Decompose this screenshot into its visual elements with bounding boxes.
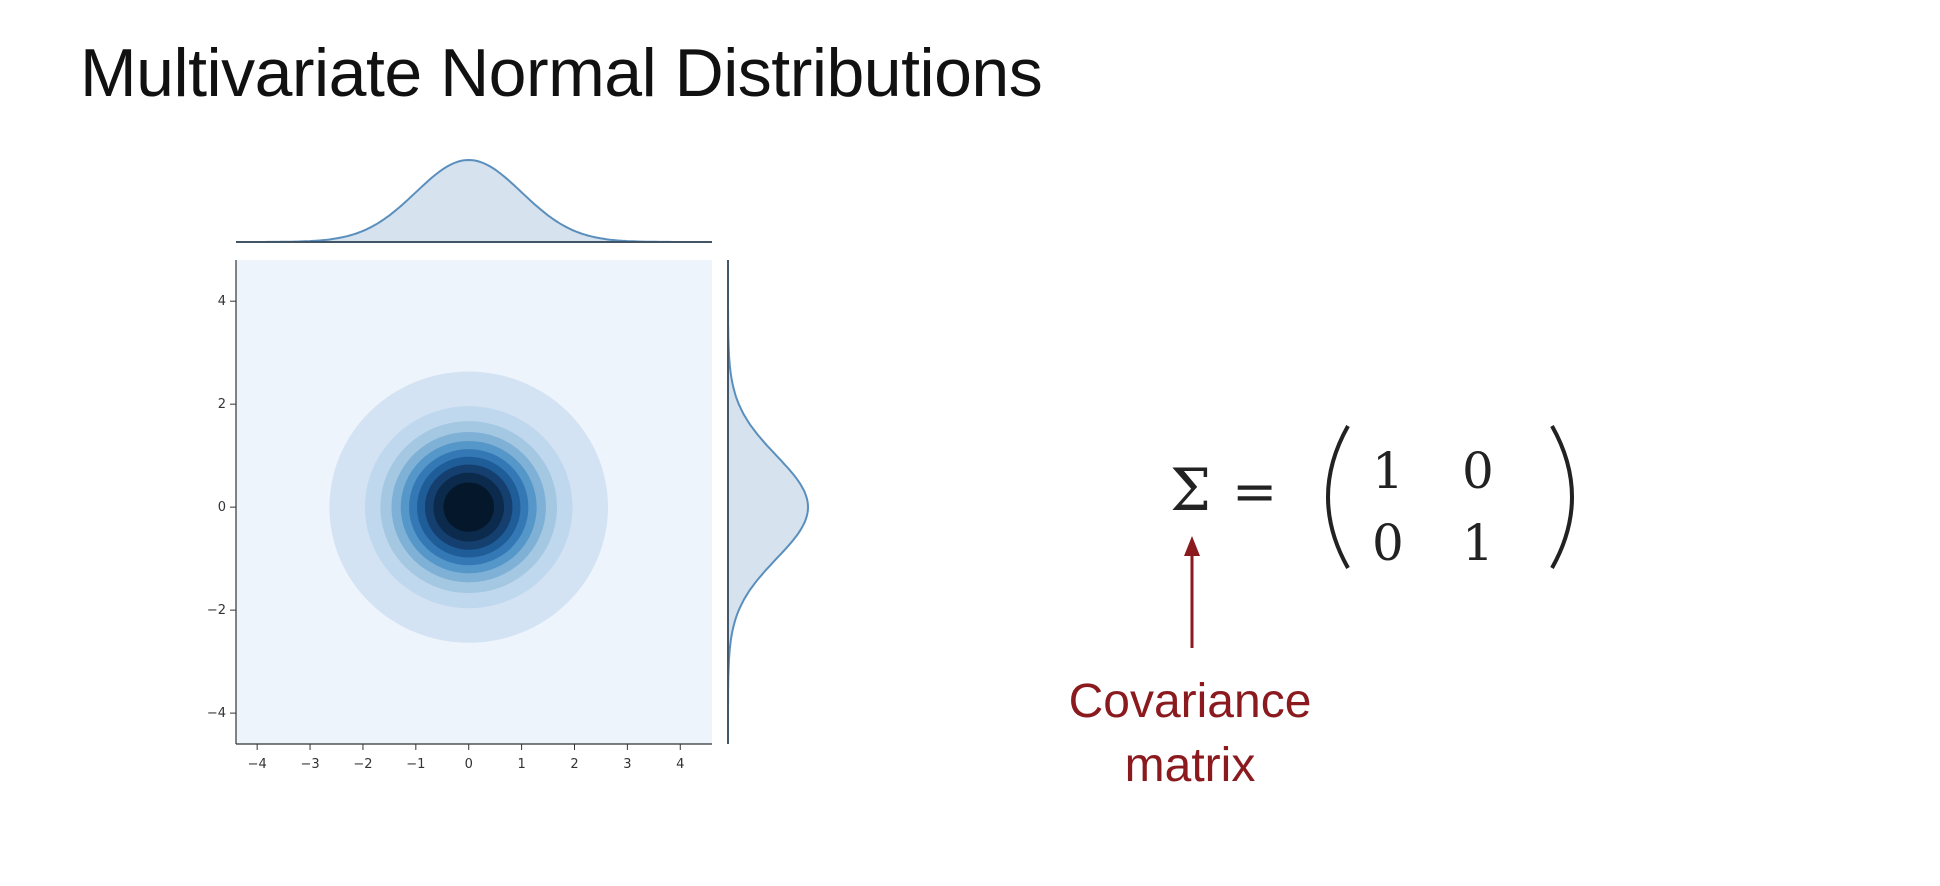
x-tick-label: 2: [570, 757, 578, 772]
x-tick-label: −1: [406, 757, 425, 772]
covariance-annotation: Covariance matrix: [1040, 670, 1340, 798]
contour-level-10: [443, 482, 494, 532]
joint-plot: −4 −3 −2 −1 0 1 2 3 4 −4 −2 0 2 4: [207, 158, 810, 772]
x-tick-label: −3: [300, 757, 319, 772]
contour-area: [236, 260, 712, 744]
matrix-cell-r1c1: 1: [1372, 442, 1404, 500]
matrix-cell-r1c2: 0: [1462, 442, 1494, 500]
slide-title: Multivariate Normal Distributions: [80, 35, 1043, 111]
top-marginal-density: [236, 158, 712, 243]
y-tick-label: −4: [207, 706, 226, 721]
right-paren: [1550, 425, 1574, 569]
x-tick-label: 3: [623, 757, 631, 772]
left-paren: [1326, 425, 1350, 569]
x-tick-label: 4: [676, 757, 684, 772]
y-tick-label: −2: [207, 603, 226, 618]
annotation-line-2: matrix: [1124, 739, 1256, 792]
matrix-cell-r2c2: 1: [1462, 514, 1494, 572]
matrix-cell-r2c1: 0: [1372, 514, 1404, 572]
top-marginal: [236, 158, 712, 243]
y-tick-label: 2: [218, 397, 226, 412]
axes: −4 −3 −2 −1 0 1 2 3 4 −4 −2 0 2 4: [207, 260, 712, 772]
equals-sign: =: [1232, 460, 1277, 523]
x-tick-label: 1: [517, 757, 525, 772]
sigma-symbol: Σ: [1170, 456, 1211, 524]
y-tick-label: 4: [218, 294, 226, 309]
right-marginal-density: [727, 260, 810, 744]
y-tick-label: 0: [218, 500, 226, 515]
x-tick-label: −2: [353, 757, 372, 772]
annotation-arrow: [1184, 536, 1200, 648]
x-tick-label: −4: [248, 757, 267, 772]
x-tick-label: 0: [465, 757, 473, 772]
covariance-formula: Σ = 1 0 0 1: [1160, 412, 1580, 582]
annotation-line-1: Covariance: [1068, 675, 1312, 728]
right-marginal: [727, 260, 810, 744]
